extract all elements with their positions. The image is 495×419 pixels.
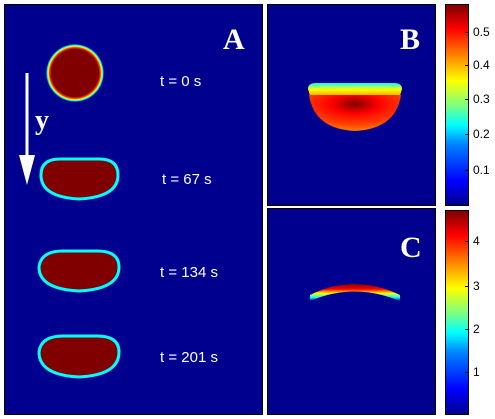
colorbar-c-tick-mark	[465, 286, 469, 287]
panel-b-shapes	[308, 83, 402, 131]
time-label-3: t = 134 s	[160, 264, 218, 281]
colorbar-b-tick-5: 0.1	[473, 163, 490, 177]
droplet-frame-4	[37, 334, 121, 379]
colorbar-c	[445, 210, 469, 415]
colorbar-c-tick-mark	[465, 241, 469, 242]
colorbar-c-tick-mark	[465, 329, 469, 330]
colorbar-c-tick-1: 4	[473, 234, 480, 248]
colorbar-b-tick-3: 0.3	[473, 92, 490, 106]
colorbar-c-tick-2: 3	[473, 279, 480, 293]
colorbar-b-tick-mark	[465, 65, 469, 66]
panel-b: B	[267, 4, 436, 206]
colorbar-b	[445, 4, 469, 206]
panel-c-letter: C	[400, 231, 422, 264]
colorbar-b-tick-mark	[465, 170, 469, 171]
panel-a-shapes	[19, 44, 121, 379]
colorbar-b-tick-1: 0.5	[473, 25, 490, 39]
time-label-4: t = 201 s	[160, 349, 218, 366]
colorbar-b-tick-mark	[465, 32, 469, 33]
droplet-band-c	[310, 284, 400, 301]
colorbar-b-tick-mark	[465, 134, 469, 135]
panel-c-shapes	[310, 284, 400, 301]
colorbar-b-tick-4: 0.2	[473, 127, 490, 141]
panel-a-letter: A	[223, 23, 245, 56]
droplet-frame-1	[46, 44, 104, 102]
droplet-frame-3	[37, 249, 121, 293]
direction-arrow-head	[19, 155, 35, 185]
colorbar-b-tick-2: 0.4	[473, 58, 490, 72]
droplet-frame-2	[39, 157, 120, 201]
time-label-1: t = 0 s	[160, 73, 202, 90]
colorbar-c-tick-4: 1	[473, 365, 480, 379]
colorbar-b-tick-mark	[465, 99, 469, 100]
direction-label: y	[35, 105, 49, 136]
panel-a: A y t = 0 s t = 67 s t = 134 s t = 201 s	[4, 4, 263, 415]
droplet-body-b	[309, 95, 401, 131]
panel-b-letter: B	[400, 23, 421, 56]
time-label-2: t = 67 s	[162, 171, 212, 188]
colorbar-c-tick-mark	[465, 372, 469, 373]
panel-c: C	[267, 208, 436, 415]
colorbar-c-tick-3: 2	[473, 322, 480, 336]
